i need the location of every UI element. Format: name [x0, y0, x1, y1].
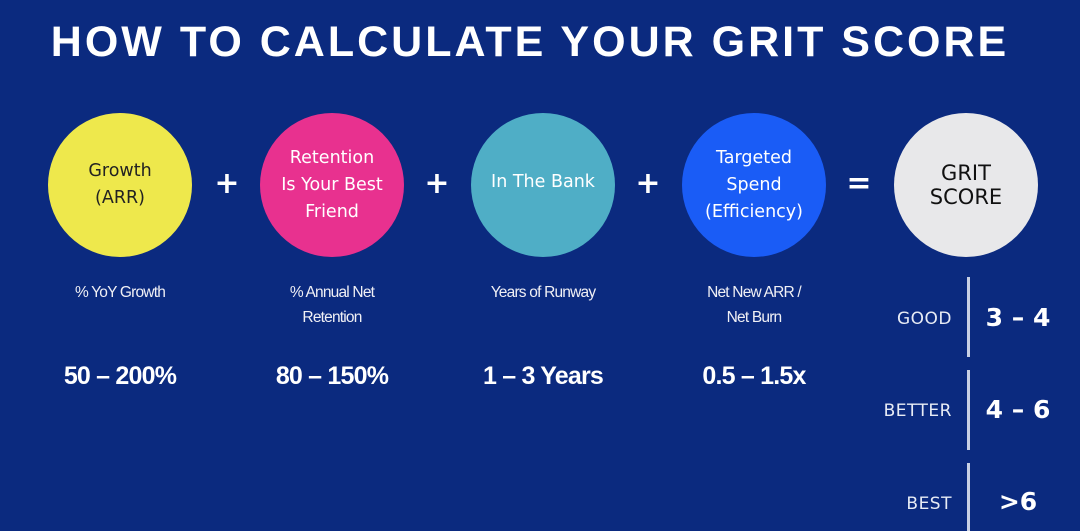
spend-circle: Targeted Spend (Efficiency) — [682, 113, 826, 257]
growth-circle: Growth (ARR) — [48, 113, 192, 257]
page-title: HOW TO CALCULATE YOUR GRIT SCORE — [50, 18, 1010, 66]
retention-range: 80 – 150% — [275, 362, 389, 390]
tier-better-range: 4 – 6 — [985, 395, 1051, 424]
grit-score-label: GRIT SCORE — [929, 161, 1003, 209]
tier-divider — [967, 277, 970, 357]
plus-operator: + — [635, 166, 661, 201]
equals-operator: = — [846, 166, 872, 201]
spend-range: 0.5 – 1.5x — [702, 362, 806, 390]
plus-operator: + — [424, 166, 450, 201]
tier-divider — [967, 370, 970, 450]
plus-operator: + — [214, 166, 240, 201]
growth-metric: % YoY Growth — [74, 284, 166, 301]
tier-divider — [967, 463, 970, 531]
tier-good-range: 3 – 4 — [985, 303, 1051, 332]
bank-circle: In The Bank — [471, 113, 615, 257]
tier-best-range: >6 — [998, 487, 1038, 516]
tier-good-label: GOOD — [896, 309, 952, 329]
spend-metric: Net New ARR / Net Burn — [707, 284, 802, 326]
bank-label: In The Bank — [491, 172, 595, 192]
bank-metric: Years of Runway — [490, 284, 596, 301]
growth-range: 50 – 200% — [63, 362, 177, 390]
growth-label: Growth (ARR) — [88, 161, 152, 208]
bank-range: 1 – 3 Years — [482, 362, 604, 390]
tier-best-label: BEST — [906, 494, 952, 514]
retention-label: Retention Is Your Best Friend — [281, 147, 383, 222]
spend-label: Targeted Spend (Efficiency) — [705, 147, 803, 222]
tier-better-label: BETTER — [883, 401, 952, 421]
retention-metric: % Annual Net Retention — [289, 284, 375, 326]
retention-circle: Retention Is Your Best Friend — [260, 113, 404, 257]
grit-score-circle: GRIT SCORE — [894, 113, 1038, 257]
